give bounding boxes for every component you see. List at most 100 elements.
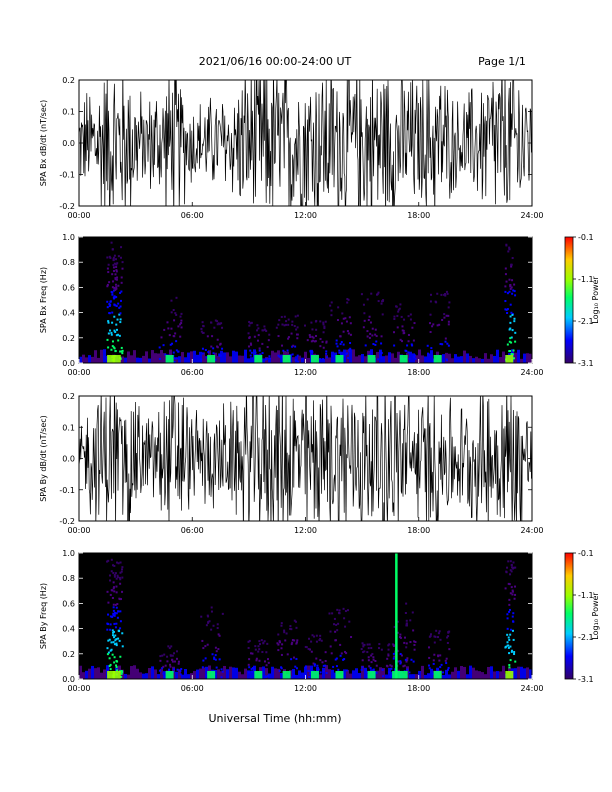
spectrogram-cell [172, 668, 175, 671]
spectrogram-cell [113, 622, 116, 625]
spectrogram-cell [254, 645, 257, 648]
spectrogram-cell [251, 670, 254, 673]
spectrogram-cell [399, 653, 402, 656]
colorbar [564, 552, 574, 680]
spectrogram-cell [207, 621, 210, 624]
spectrogram-cell [187, 674, 190, 679]
spectrogram-cell [121, 590, 124, 593]
spectrogram-cell [481, 358, 484, 363]
spectrogram-cell [248, 639, 251, 642]
spectrogram-cell [118, 313, 121, 316]
spectrogram-cell [451, 358, 454, 363]
spectrogram-cell [254, 648, 257, 651]
spectrogram-cell [265, 651, 268, 654]
spectrogram-cell [514, 352, 517, 363]
spectrogram-cell [139, 672, 142, 679]
spectrogram-cell [217, 633, 220, 636]
spectrogram-cell [112, 609, 115, 612]
spectrogram-cell [325, 340, 328, 343]
spectrogram-cell [121, 576, 124, 579]
spectrogram-cell [343, 354, 346, 357]
spectrogram-cell [350, 636, 353, 639]
spectrogram-cell [289, 627, 292, 630]
spectrogram-background [79, 553, 532, 679]
spectrogram-cell [124, 357, 127, 363]
spectrogram-cell [393, 655, 396, 658]
page-number: Page 1/1 [478, 55, 526, 68]
spectrogram-cell [119, 620, 122, 623]
spectrogram-cell [346, 330, 349, 333]
spectrogram-cell [111, 311, 114, 314]
spectrogram-cell [97, 357, 100, 363]
spectrogram-cell [329, 645, 332, 648]
spectrogram-cell [205, 356, 208, 363]
spectrogram-cell [429, 300, 432, 303]
spectrogram-cell [244, 668, 247, 679]
spectrogram-cell [216, 346, 219, 349]
spectrogram-cell [169, 663, 172, 666]
spectrogram-cell [220, 322, 223, 325]
spectrogram-cell [363, 650, 366, 653]
spectrogram-cell [280, 647, 283, 650]
spectrogram-cell [319, 674, 322, 679]
spectrogram-cell [405, 624, 408, 627]
spectrogram-cell [332, 665, 335, 668]
spectrogram-cell [79, 356, 82, 363]
spectrogram-cell [115, 287, 118, 290]
spectrogram-cell [368, 353, 371, 356]
spectrogram-cell [520, 358, 523, 363]
spectrogram-cell [404, 612, 407, 615]
spectrogram-cell [374, 333, 377, 336]
spectrogram-cell [286, 349, 289, 352]
spectrogram-cell [342, 317, 345, 320]
spectrogram-cell [174, 332, 177, 335]
spectrogram-burst-core [367, 355, 376, 363]
spectrogram-cell [454, 354, 457, 363]
spectrogram-cell [179, 323, 182, 326]
spectrogram-cell [506, 617, 509, 620]
spectrogram-cell [250, 357, 253, 363]
spectrogram-cell [509, 573, 512, 576]
spectrogram-cell [120, 669, 123, 672]
spectrogram-cell [508, 248, 511, 251]
spectrogram-burst-core [207, 355, 216, 363]
spectrogram-cell [121, 352, 124, 355]
spectrogram-cell [115, 606, 118, 609]
spectrogram-cell [170, 645, 173, 648]
spectrogram-cell [119, 582, 122, 585]
spectrogram-cell [507, 582, 510, 585]
spectrogram-cell [337, 668, 340, 671]
spectrogram-cell [340, 341, 343, 344]
spectrogram-cell [333, 623, 336, 626]
spectrogram-cell [446, 668, 449, 671]
spectrogram-cell [428, 322, 431, 325]
spectrogram-cell [315, 634, 318, 637]
spectrogram-cell [529, 353, 532, 363]
spectrogram-cell [414, 641, 417, 644]
spectrogram-cell [85, 670, 88, 679]
spectrogram-cell [399, 338, 402, 341]
x-tick-label: 06:00 [181, 368, 204, 377]
spectrogram-cell [502, 665, 505, 679]
spectrogram-cell [116, 616, 119, 619]
spectrogram-cell [509, 628, 512, 631]
spectrogram-cell [294, 345, 297, 348]
spectrogram-cell [517, 666, 520, 679]
spectrogram-cell [411, 344, 414, 347]
spectrogram-cell [509, 569, 512, 572]
spectrogram-cell [382, 675, 385, 678]
spectrogram-cell [523, 353, 526, 363]
spectrogram-cell [421, 355, 424, 363]
spectrogram-cell [347, 298, 350, 301]
spectrogram-cell [91, 356, 94, 363]
spectrogram-cell [109, 579, 112, 582]
spectrogram-cell [375, 335, 378, 338]
spectrogram-cell [510, 570, 513, 573]
spectrogram-cell [274, 668, 277, 679]
spectrogram-cell [509, 315, 512, 318]
x-tick-label: 00:00 [67, 684, 90, 693]
spectrogram-cell [110, 290, 113, 293]
spectrogram-cell [110, 558, 113, 561]
spectrogram-cell [199, 351, 202, 363]
spectrogram-cell [526, 353, 529, 363]
